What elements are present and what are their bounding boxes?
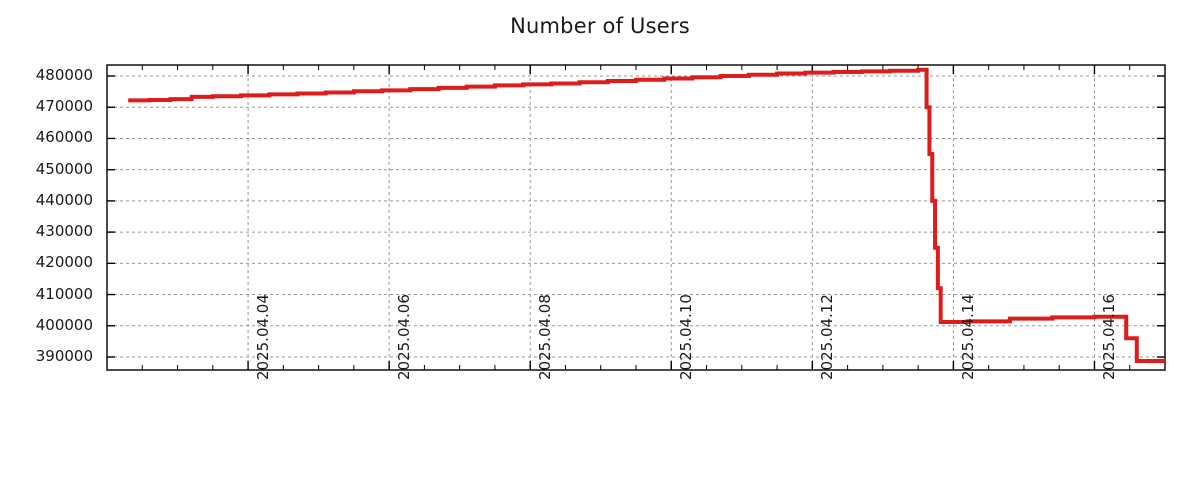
y-axis-tick-label: 420000 (35, 253, 93, 272)
y-axis-tick-label: 480000 (35, 66, 93, 84)
x-axis-tick-label: 2025.04.06 (395, 294, 414, 380)
x-axis-tick-label: 2025.04.12 (818, 294, 837, 380)
data-series-group (128, 67, 1165, 364)
x-axis-tick-label: 2025.04.16 (1100, 294, 1119, 380)
x-axis-tick-label: 2025.04.04 (254, 294, 273, 380)
y-axis-tick-label: 470000 (35, 97, 93, 116)
y-axis-tick-label: 410000 (35, 284, 93, 303)
axis-ticks (107, 65, 1165, 370)
plot-frame (106, 64, 1166, 371)
y-axis-tick-label: 440000 (35, 190, 93, 209)
plot-border (106, 64, 1166, 371)
x-axis-tick-label: 2025.04.14 (959, 294, 978, 380)
x-axis-tick-label: 2025.04.10 (677, 294, 696, 380)
grid-lines (108, 66, 1164, 369)
y-axis-tick-label: 390000 (35, 347, 93, 365)
y-axis-tick-label: 450000 (35, 159, 93, 178)
y-axis-tick-label: 400000 (35, 315, 93, 334)
chart-title: Number of Users (510, 14, 690, 38)
y-axis-tick-label: 460000 (35, 128, 93, 147)
y-axis-tick-label: 430000 (35, 222, 93, 241)
series-line-number-of-users (128, 67, 1165, 364)
x-axis-tick-label: 2025.04.08 (536, 294, 555, 380)
